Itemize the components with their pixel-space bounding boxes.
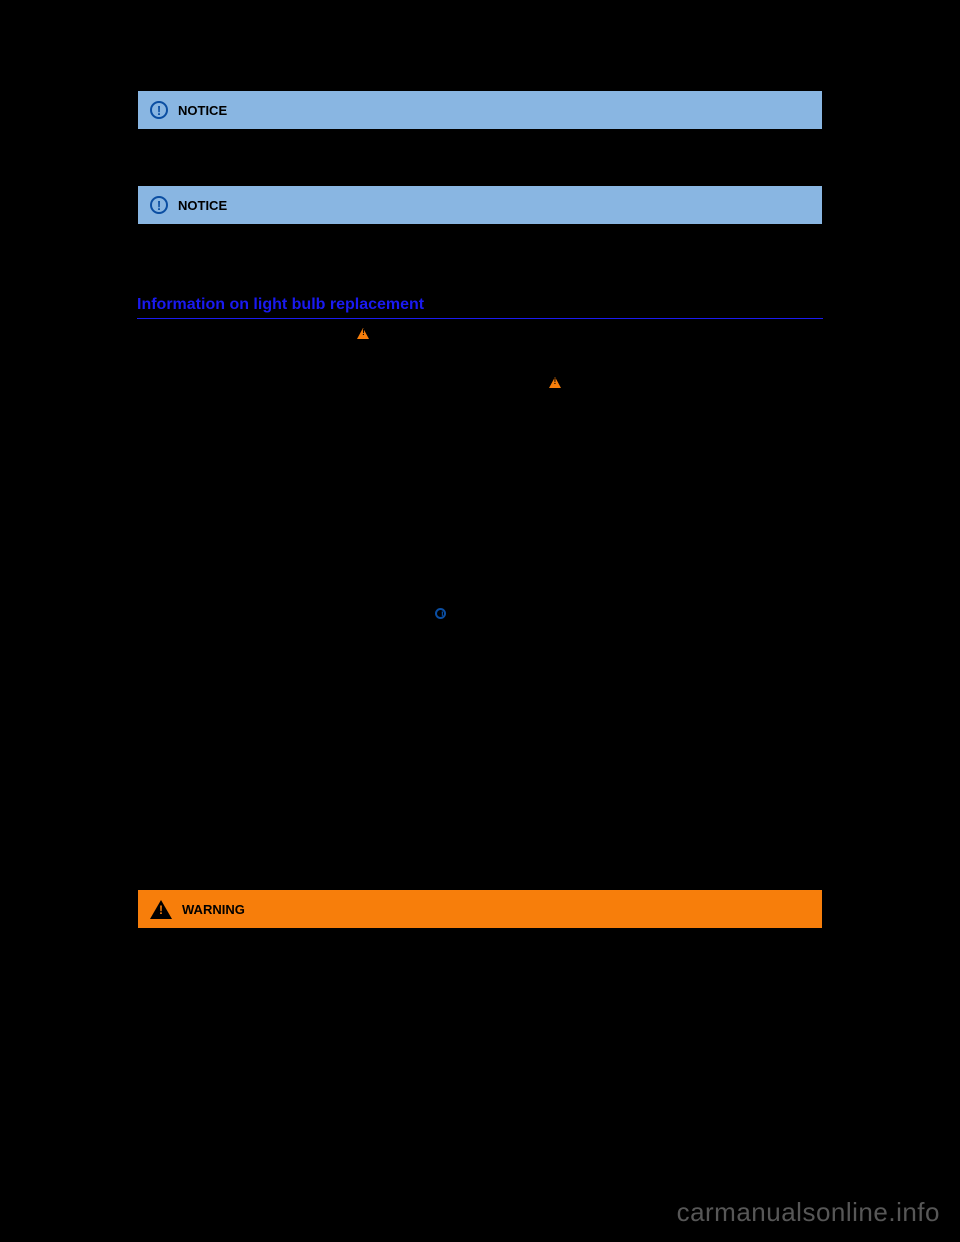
watermark: carmanualsonline.info xyxy=(677,1197,940,1228)
addl-body: Some of the light bulbs used in the head… xyxy=(137,840,823,875)
notice-1-body: To help prevent damage to electrical sys… xyxy=(137,136,823,171)
manual-page: NOTICE To help prevent damage to electri… xyxy=(137,90,823,1042)
warning-callout: WARNING xyxy=(137,889,823,929)
warning-icon xyxy=(150,900,172,919)
warn-bullet-2: H7 light bulbs and HID lamps (Xenon ligh… xyxy=(161,1024,802,1042)
section-title: Information on light bulb replacement xyxy=(137,296,823,319)
bullet-symbol: x xyxy=(143,1026,149,1040)
notice-2-body: If you remove the taillight assembly, ma… xyxy=(137,231,823,266)
warning-icon xyxy=(357,328,369,339)
touch-after: . xyxy=(448,606,451,620)
bullet-symbol: x xyxy=(143,976,149,990)
para-intro: Please read and heed the WARNINGS , the … xyxy=(137,325,823,360)
para-symptom: A burned-out bulb may be only a symptom … xyxy=(137,539,823,574)
warning-label: WARNING xyxy=(182,902,245,917)
led-body: You cannot change LED headlight bulbs yo… xyxy=(137,772,823,807)
hid-before: Never change HID headlight bulbs yoursel… xyxy=(137,375,547,389)
para-hid: Never change HID headlight bulbs yoursel… xyxy=(137,374,823,427)
notice-callout-1: NOTICE xyxy=(137,90,823,130)
warn-bullet-2-row: x H7 light bulbs and HID lamps (Xenon li… xyxy=(137,1024,823,1042)
warn-p2: Incorrectly performed work on HID headli… xyxy=(137,1002,823,1020)
warn-bullet-1: Always replace burned out light bulbs as… xyxy=(161,974,767,992)
para-touch: Never touch the glass of a light bulb wi… xyxy=(137,588,823,623)
led-title: Vehicles with LED headlights xyxy=(137,752,823,770)
warn-bullet-1-row: x Always replace burned out light bulbs … xyxy=(137,974,823,992)
addl-title: Additional light bulb specifications xyxy=(137,821,823,839)
notice-label: NOTICE xyxy=(178,198,227,213)
intro-before: Please read and heed the WARNINGS xyxy=(137,326,352,340)
warn-p1: Accidents may occur if roads or the area… xyxy=(137,935,823,970)
notice-icon xyxy=(435,608,446,619)
warning-icon xyxy=(549,377,561,388)
para-rubber: Bulb housings in the engine compartment … xyxy=(137,637,823,690)
notice-label: NOTICE xyxy=(178,103,227,118)
notice-icon xyxy=(150,196,168,214)
notice-icon xyxy=(150,101,168,119)
para-halogen: You can change the following light bulbs… xyxy=(137,441,823,476)
notice-callout-2: NOTICE xyxy=(137,185,823,225)
touch-before: Never touch the glass of a light bulb wi… xyxy=(137,589,814,621)
para-sharp: There are sharp edges on and around the … xyxy=(137,703,823,738)
para-housing: After opening it, carefully remove and r… xyxy=(137,490,823,525)
